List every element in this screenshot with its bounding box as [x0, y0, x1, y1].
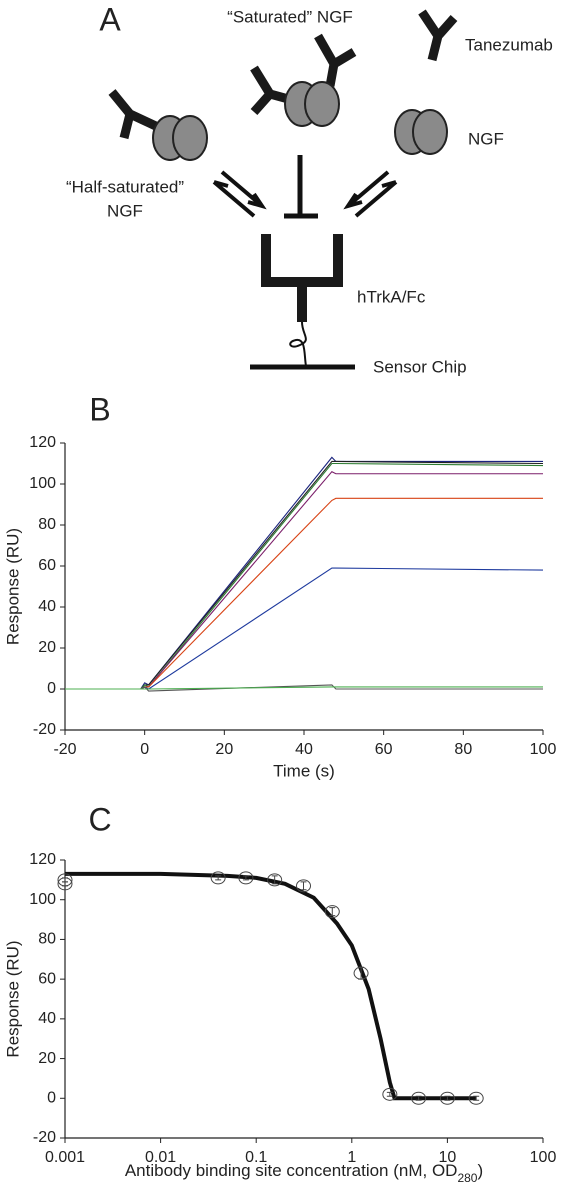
x-tick-label: 80	[454, 741, 472, 758]
y-tick-label: 100	[29, 891, 56, 908]
data-point	[267, 873, 283, 887]
diagram: A “Saturated” NGF Tanezumab NGF “Half-sa…	[66, 1, 553, 376]
x-tick-label: 100	[530, 741, 557, 758]
error-bar	[473, 1095, 480, 1101]
y-tick-label: -20	[33, 721, 56, 738]
x-tick-label: 0.001	[45, 1149, 85, 1166]
error-bar	[386, 1091, 393, 1097]
data-point	[324, 905, 340, 919]
equilibrium-arrow	[212, 170, 267, 218]
receptor-icon	[261, 234, 343, 287]
y-tick-label: 80	[38, 516, 56, 533]
ngf-icon	[412, 109, 448, 155]
data-point	[210, 871, 226, 885]
x-tick-label: 10	[439, 1149, 457, 1166]
chart: C -20 0 20 40 60 80 100 120 0.001 0.01 0.1 1 10 100 Res…	[3, 801, 556, 1185]
antibody-icon	[418, 9, 458, 62]
antibody-label: Tanezumab	[465, 35, 553, 54]
panel-label: A	[99, 1, 121, 37]
half-saturated-label: “Half-saturated”	[66, 177, 184, 196]
y-tick-label: 20	[38, 639, 56, 656]
ngf-icon	[304, 81, 340, 127]
data-line	[65, 567, 544, 690]
error-bar	[271, 875, 278, 885]
y-tick-label: 40	[38, 1010, 56, 1027]
data-line	[65, 471, 543, 690]
x-axis-label-part: Antibody binding site concentration (nM,…	[125, 1161, 458, 1180]
error-bar	[300, 881, 307, 891]
half-saturated-label: NGF	[107, 201, 143, 220]
data-point	[57, 873, 73, 887]
y-tick-label: -20	[33, 1129, 56, 1146]
data-line	[65, 456, 543, 690]
y-tick-label: 100	[29, 475, 56, 492]
y-tick-label: 80	[38, 931, 56, 948]
chip-label: Sensor Chip	[373, 357, 467, 376]
error-bar	[415, 1095, 422, 1101]
data-line	[65, 684, 543, 692]
x-tick-label: 100	[530, 1149, 557, 1166]
fit-line	[65, 871, 477, 1101]
x-tick-label: 40	[295, 741, 313, 758]
data-point	[296, 879, 312, 893]
y-tick-label: 20	[38, 1050, 56, 1067]
y-tick-label: 120	[29, 434, 56, 451]
ngf-label: NGF	[468, 129, 504, 148]
y-tick-label: 0	[47, 680, 56, 697]
error-bar	[62, 877, 68, 883]
error-bar	[329, 907, 336, 917]
x-axis-label-part: )	[477, 1161, 483, 1180]
receptor-label: hTrkA/Fc	[357, 287, 426, 306]
data-point	[439, 1091, 455, 1105]
y-tick-label: 40	[38, 598, 56, 615]
y-axis-label: Response (RU)	[3, 528, 22, 645]
error-bar	[444, 1095, 451, 1101]
x-tick-label: 0.1	[245, 1149, 267, 1166]
chart: B -20 0 20 40 60 80 100 120 -20 0 20 40 60 80 100 Respon…	[3, 391, 556, 780]
data-line	[65, 686, 543, 690]
x-tick-label: 0.01	[145, 1149, 176, 1166]
x-axis-label-part: 280	[457, 1171, 477, 1185]
y-axis-label: Response (RU)	[3, 940, 22, 1057]
y-tick-label: 120	[29, 851, 56, 868]
data-point	[238, 871, 254, 885]
ngf-icon	[172, 115, 208, 161]
data-point	[411, 1091, 427, 1105]
error-bar	[215, 875, 222, 881]
data-line	[65, 462, 544, 690]
data-line	[65, 460, 544, 690]
linker	[289, 321, 307, 367]
saturated-label: “Saturated” NGF	[227, 7, 353, 26]
y-tick-label: 0	[47, 1090, 56, 1107]
x-tick-label: -20	[53, 741, 76, 758]
data-point	[353, 966, 369, 980]
x-tick-label: 20	[215, 741, 233, 758]
inhibition-symbol	[284, 155, 318, 219]
y-tick-label: 60	[38, 557, 56, 574]
panel-label: C	[88, 801, 111, 837]
x-tick-label: 1	[347, 1149, 356, 1166]
x-axis-label: Antibody binding site concentration (nM,…	[125, 1161, 483, 1185]
data-point	[468, 1091, 484, 1105]
y-tick-label: 60	[38, 970, 56, 987]
panel-label: B	[89, 391, 110, 427]
antibody-icon	[314, 33, 357, 87]
x-axis-label: Time (s)	[273, 761, 335, 780]
data-point	[382, 1087, 398, 1101]
error-bar	[242, 875, 249, 881]
equilibrium-arrow	[343, 170, 398, 218]
x-tick-label: 0	[140, 741, 149, 758]
x-tick-label: 60	[375, 741, 393, 758]
data-line	[65, 497, 543, 690]
